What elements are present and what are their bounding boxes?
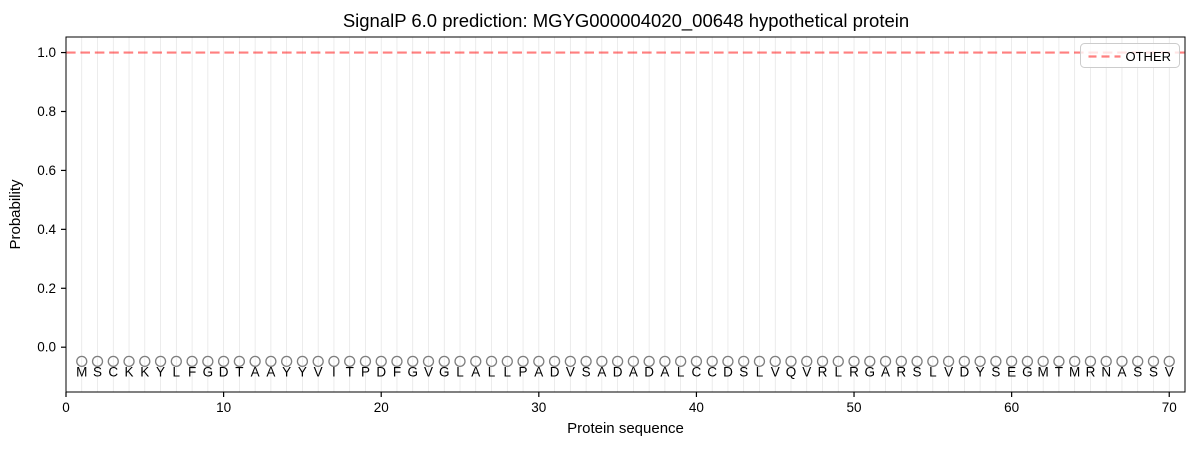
svg-text:L: L [929, 365, 937, 380]
svg-text:V: V [1165, 365, 1174, 380]
svg-text:10: 10 [216, 400, 231, 415]
svg-text:0.6: 0.6 [37, 163, 56, 178]
svg-text:G: G [439, 365, 450, 380]
svg-text:L: L [756, 365, 764, 380]
svg-text:R: R [849, 365, 859, 380]
svg-text:R: R [1086, 365, 1096, 380]
svg-text:A: A [597, 365, 606, 380]
svg-text:1.0: 1.0 [37, 45, 56, 60]
svg-text:L: L [488, 365, 496, 380]
svg-text:E: E [1007, 365, 1016, 380]
svg-text:0.0: 0.0 [37, 340, 56, 355]
svg-text:40: 40 [689, 400, 704, 415]
svg-text:L: L [456, 365, 464, 380]
svg-text:T: T [235, 365, 243, 380]
svg-text:0.2: 0.2 [37, 281, 56, 296]
svg-text:C: C [692, 365, 702, 380]
svg-text:Y: Y [298, 365, 307, 380]
svg-text:P: P [361, 365, 370, 380]
svg-text:A: A [660, 365, 669, 380]
svg-text:M: M [1069, 365, 1080, 380]
svg-text:S: S [1133, 365, 1142, 380]
svg-text:F: F [393, 365, 401, 380]
svg-text:T: T [346, 365, 354, 380]
svg-text:L: L [835, 365, 843, 380]
svg-text:R: R [896, 365, 906, 380]
svg-text:G: G [203, 365, 214, 380]
svg-text:Probability: Probability [7, 179, 24, 250]
svg-text:K: K [125, 365, 134, 380]
svg-text:K: K [140, 365, 149, 380]
svg-text:Y: Y [282, 365, 291, 380]
svg-text:D: D [376, 365, 386, 380]
svg-text:C: C [108, 365, 118, 380]
svg-text:D: D [613, 365, 623, 380]
svg-text:V: V [802, 365, 811, 380]
svg-text:I: I [332, 365, 336, 380]
svg-text:D: D [959, 365, 969, 380]
svg-text:SignalP 6.0 prediction: MGYG00: SignalP 6.0 prediction: MGYG000004020_00… [343, 10, 909, 32]
svg-text:D: D [644, 365, 654, 380]
svg-text:P: P [519, 365, 528, 380]
svg-text:S: S [991, 365, 1000, 380]
svg-text:L: L [504, 365, 512, 380]
svg-text:V: V [424, 365, 433, 380]
svg-text:S: S [913, 365, 922, 380]
svg-text:60: 60 [1004, 400, 1019, 415]
svg-text:50: 50 [847, 400, 862, 415]
svg-text:0.4: 0.4 [37, 222, 56, 237]
svg-text:30: 30 [531, 400, 546, 415]
svg-text:D: D [219, 365, 229, 380]
svg-text:V: V [566, 365, 575, 380]
svg-text:A: A [629, 365, 638, 380]
svg-text:S: S [582, 365, 591, 380]
svg-text:F: F [188, 365, 196, 380]
svg-text:V: V [944, 365, 953, 380]
svg-text:Y: Y [156, 365, 165, 380]
svg-text:D: D [723, 365, 733, 380]
svg-text:G: G [407, 365, 418, 380]
svg-text:Protein sequence: Protein sequence [567, 420, 684, 437]
svg-text:L: L [173, 365, 181, 380]
svg-text:N: N [1101, 365, 1111, 380]
svg-text:70: 70 [1162, 400, 1177, 415]
svg-text:G: G [1022, 365, 1033, 380]
svg-text:A: A [1117, 365, 1126, 380]
svg-text:A: A [534, 365, 543, 380]
svg-text:A: A [471, 365, 480, 380]
svg-text:0: 0 [62, 400, 70, 415]
svg-text:L: L [677, 365, 685, 380]
svg-text:V: V [771, 365, 780, 380]
svg-text:V: V [314, 365, 323, 380]
svg-text:S: S [93, 365, 102, 380]
svg-text:A: A [251, 365, 260, 380]
svg-text:D: D [550, 365, 560, 380]
svg-text:A: A [881, 365, 890, 380]
svg-text:R: R [818, 365, 828, 380]
svg-text:C: C [707, 365, 717, 380]
svg-text:Q: Q [786, 365, 797, 380]
svg-text:T: T [1055, 365, 1063, 380]
svg-text:M: M [76, 365, 87, 380]
svg-text:20: 20 [374, 400, 389, 415]
svg-text:Y: Y [976, 365, 985, 380]
svg-text:0.8: 0.8 [37, 104, 56, 119]
svg-text:G: G [865, 365, 876, 380]
svg-text:OTHER: OTHER [1126, 49, 1172, 64]
svg-text:A: A [266, 365, 275, 380]
svg-text:M: M [1038, 365, 1049, 380]
svg-text:S: S [1149, 365, 1158, 380]
svg-text:S: S [739, 365, 748, 380]
